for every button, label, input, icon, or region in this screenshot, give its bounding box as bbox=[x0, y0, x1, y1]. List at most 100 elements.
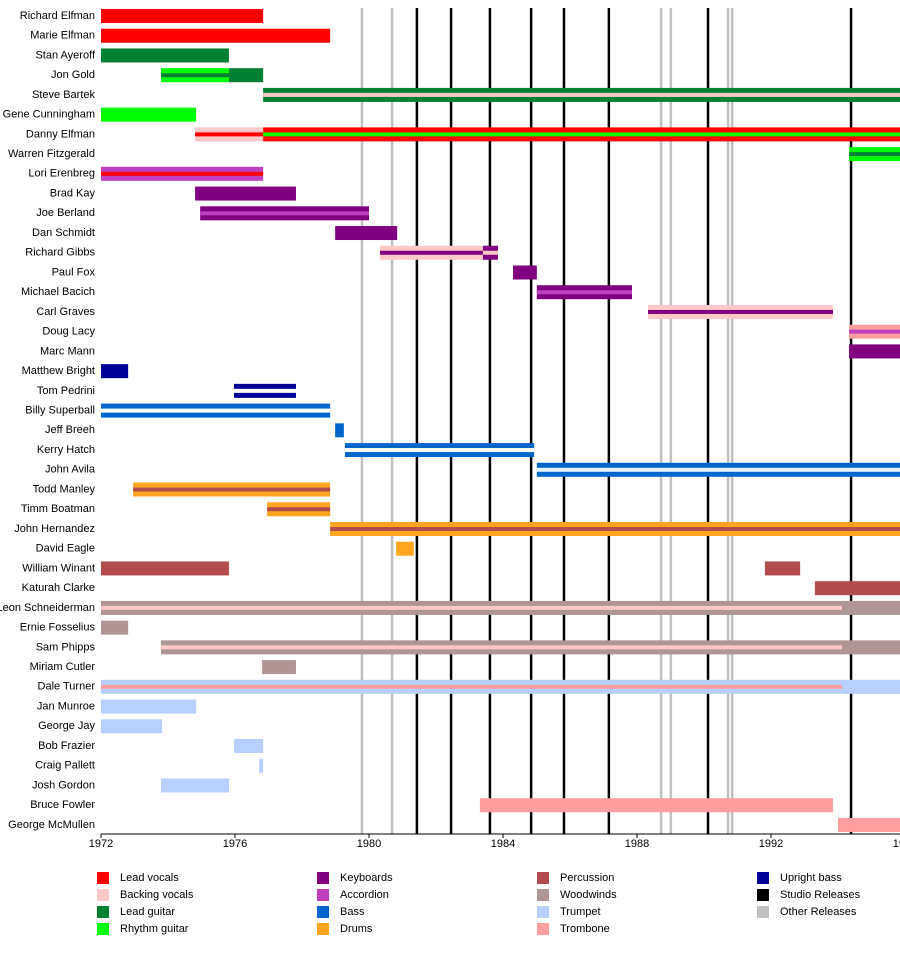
member-label: Craig Pallett bbox=[35, 760, 95, 772]
member-label: Gene Cunningham bbox=[3, 109, 95, 121]
member-label: Sam Phipps bbox=[36, 641, 96, 653]
member-bar bbox=[814, 581, 900, 596]
legend-label: Woodwinds bbox=[560, 889, 617, 901]
member-label: George Jay bbox=[38, 720, 95, 732]
legend-label: Studio Releases bbox=[780, 889, 861, 901]
member-bar bbox=[101, 9, 264, 23]
member-label: Marie Elfman bbox=[30, 30, 95, 42]
member-label: Richard Elfman bbox=[20, 10, 95, 22]
member-bar-stripe bbox=[267, 507, 331, 512]
member-bar bbox=[101, 364, 129, 379]
legend-label: Backing vocals bbox=[120, 889, 194, 901]
member-bar bbox=[842, 640, 900, 655]
member-bar-stripe bbox=[233, 388, 296, 393]
legend-label: Lead vocals bbox=[120, 872, 179, 884]
member-bar-stripe bbox=[648, 309, 833, 314]
member-bar bbox=[396, 541, 414, 556]
member-label: Jeff Breeh bbox=[45, 424, 95, 436]
member-bar bbox=[259, 758, 264, 773]
legend-label: Keyboards bbox=[340, 872, 393, 884]
legend-label: Trumpet bbox=[560, 906, 601, 918]
legend-label: Trombone bbox=[560, 923, 610, 935]
member-label: Bob Frazier bbox=[38, 740, 95, 752]
member-bar-stripe bbox=[101, 605, 843, 610]
member-label: Warren Fitzgerald bbox=[8, 148, 95, 160]
member-bar bbox=[513, 265, 537, 280]
legend-swatch bbox=[317, 923, 329, 935]
x-tick-label: 1984 bbox=[491, 838, 515, 850]
member-bar-stripe bbox=[482, 250, 498, 255]
member-bar bbox=[195, 186, 296, 201]
member-label: Lori Erenbreg bbox=[28, 168, 95, 180]
member-bar bbox=[101, 48, 229, 63]
member-label: Ernie Fosselius bbox=[20, 622, 96, 634]
member-label: Dale Turner bbox=[38, 681, 96, 693]
member-label: Danny Elfman bbox=[26, 128, 95, 140]
member-bar bbox=[233, 739, 264, 754]
member-label: Timm Boatman bbox=[21, 503, 95, 515]
member-bar-stripe bbox=[849, 329, 900, 334]
member-bar bbox=[842, 679, 900, 694]
member-label: Jan Munroe bbox=[37, 700, 95, 712]
member-label: Bruce Fowler bbox=[30, 799, 95, 811]
member-bar bbox=[101, 561, 229, 576]
member-label: Carl Graves bbox=[36, 306, 95, 318]
member-label: John Hernandez bbox=[14, 523, 95, 535]
legend-swatch bbox=[537, 906, 549, 918]
member-bar-stripe bbox=[536, 467, 900, 472]
legend-swatch bbox=[537, 872, 549, 884]
member-label: Dan Schmidt bbox=[32, 227, 95, 239]
x-tick-label: 1980 bbox=[357, 838, 381, 850]
legend-label: Drums bbox=[340, 923, 373, 935]
member-bar-stripe bbox=[263, 92, 900, 97]
x-tick-label: 1988 bbox=[625, 838, 649, 850]
legend-swatch bbox=[537, 923, 549, 935]
member-label: Michael Bacich bbox=[21, 286, 95, 298]
member-label: Kerry Hatch bbox=[37, 444, 95, 456]
member-label: Josh Gordon bbox=[32, 779, 95, 791]
member-bar-stripe bbox=[160, 645, 843, 650]
member-label: Steve Bartek bbox=[32, 89, 95, 101]
legend-swatch bbox=[97, 906, 109, 918]
member-bar-stripe bbox=[200, 211, 369, 216]
legend-swatch bbox=[97, 923, 109, 935]
member-label: Tom Pedrini bbox=[37, 385, 95, 397]
member-label: John Avila bbox=[45, 464, 96, 476]
legend-swatch bbox=[317, 889, 329, 901]
member-label: Matthew Bright bbox=[22, 365, 95, 377]
member-label: Leon Schneiderman bbox=[0, 602, 95, 614]
member-bar-stripe bbox=[380, 250, 483, 255]
member-label: Paul Fox bbox=[52, 266, 96, 278]
member-bar bbox=[262, 660, 296, 675]
member-label: Jon Gold bbox=[51, 69, 95, 81]
member-label: Doug Lacy bbox=[42, 326, 95, 338]
member-bar bbox=[764, 561, 801, 576]
legend-swatch bbox=[97, 872, 109, 884]
member-bar-stripe bbox=[344, 448, 535, 453]
member-bar-stripe bbox=[330, 526, 900, 531]
legend-swatch bbox=[757, 889, 769, 901]
member-bar bbox=[160, 778, 229, 793]
legend-swatch bbox=[97, 889, 109, 901]
member-bar bbox=[842, 600, 900, 615]
member-bar-stripe bbox=[160, 73, 229, 78]
member-label: Katurah Clarke bbox=[22, 582, 95, 594]
member-bar bbox=[479, 798, 833, 813]
x-tick-label: 1976 bbox=[223, 838, 247, 850]
member-label: George McMullen bbox=[8, 819, 95, 831]
x-tick-label: 1992 bbox=[759, 838, 783, 850]
member-label: Joe Berland bbox=[36, 207, 95, 219]
member-bar-stripe bbox=[536, 290, 632, 295]
member-bar-stripe bbox=[101, 171, 264, 176]
legend-label: Lead guitar bbox=[120, 906, 175, 918]
member-label: Stan Ayeroff bbox=[35, 49, 95, 61]
member-bar-stripe bbox=[849, 152, 900, 157]
member-bar bbox=[101, 719, 162, 734]
legend-swatch bbox=[317, 872, 329, 884]
legend-label: Rhythm guitar bbox=[120, 923, 189, 935]
member-bar bbox=[849, 344, 900, 359]
member-bar bbox=[228, 68, 264, 83]
member-bar-stripe bbox=[133, 487, 331, 492]
member-bar-stripe bbox=[195, 132, 264, 137]
